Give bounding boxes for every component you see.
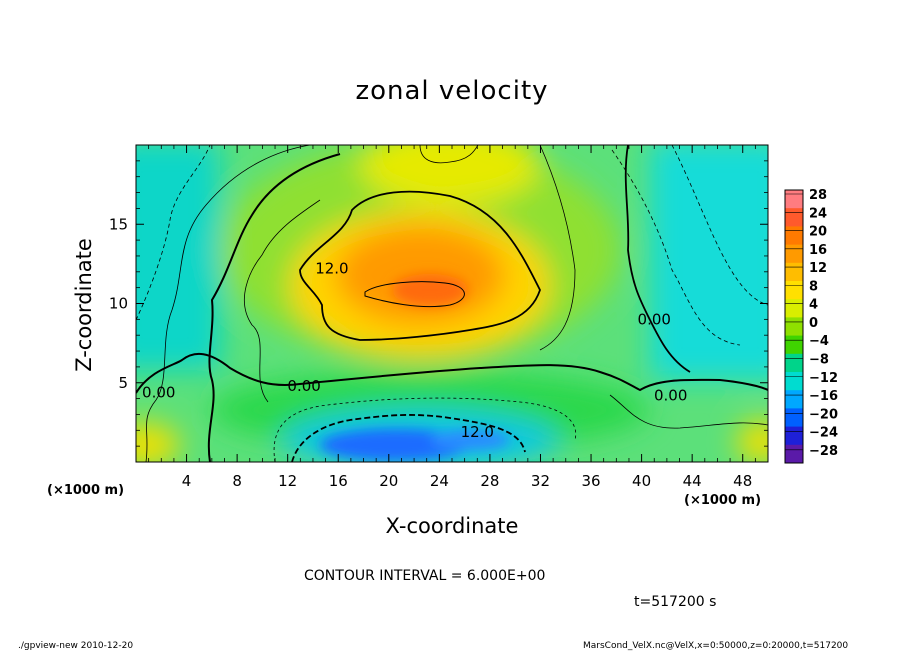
colorbar-label: −24: [809, 426, 838, 441]
contour-thin-top-right: [539, 145, 576, 351]
colorbar-label: 0: [809, 316, 818, 331]
colorbar-swatch: [785, 444, 803, 464]
colorbar-swatch: [785, 408, 803, 428]
contour-zero-right-vertical: [624, 145, 691, 373]
contour-label: 12.0: [461, 423, 494, 441]
contour-label: 0.00: [142, 383, 175, 401]
chart-title: zonal velocity: [355, 76, 549, 106]
y-axis: 5 10 15: [109, 160, 768, 447]
y-tick-label: 15: [109, 215, 128, 233]
contour-thin-inner: [243, 199, 321, 403]
colorbar-label: 20: [809, 225, 827, 240]
colorbar-swatch: [785, 190, 803, 209]
x-unit-label-right: (×1000 m): [684, 493, 762, 508]
contour-label: 0.00: [638, 310, 671, 328]
contour-12-upper: [299, 190, 541, 341]
x-tick-label: 36: [581, 472, 600, 490]
colorbar-label: 4: [809, 298, 818, 313]
colorbar-swatch: [785, 426, 803, 446]
x-tick-label: 8: [232, 472, 242, 490]
contour-interval-text: CONTOUR INTERVAL = 6.000E+00: [304, 568, 546, 584]
colorbar-label: −8: [809, 352, 829, 367]
x-tick-label: 48: [733, 472, 752, 490]
colorbar-swatch: [785, 390, 803, 409]
colorbar-swatch: [785, 208, 803, 227]
colorbar: 28 24 20 16 12 8 4 0 −4 −8 −12 −16 −20 −24 −28: [784, 188, 838, 464]
x-unit-label-left: (×1000 m): [47, 483, 125, 498]
velocity-field: 12.0 0.00 0.00 0.00 0.00 12.0: [136, 145, 768, 462]
x-tick-label: 4: [182, 472, 192, 490]
x-tick-label: 20: [379, 472, 398, 490]
contour-lines: [136, 145, 768, 462]
field-yellow-top: [360, 145, 540, 205]
contour-thin-left: [145, 145, 311, 462]
contour-label: 0.00: [654, 386, 687, 404]
colorbar-label: −20: [809, 407, 838, 422]
colorbar-swatch: [785, 353, 803, 373]
contour-low-right: [609, 394, 768, 429]
colorbar-swatch: [785, 262, 803, 282]
contour-thin-top: [419, 145, 479, 164]
y-tick-label: 10: [109, 295, 128, 313]
x-axis: 4 8 12 16 20 24 28 32 36 40 44 48: [148, 145, 756, 490]
contour-thin-right: [611, 149, 741, 346]
contour-dash-right: [671, 145, 768, 306]
colorbar-swatch: [785, 226, 803, 246]
colorbar-swatch: [785, 281, 803, 300]
colorbar-label: −28: [809, 444, 838, 459]
field-red-core: [392, 274, 468, 306]
colorbar-label: 8: [809, 279, 818, 294]
contour-core: [364, 281, 465, 308]
x-axis-label: X-coordinate: [385, 514, 519, 538]
footer-left: ./gpview-new 2010-12-20: [18, 641, 134, 651]
field-blue-core-2: [430, 430, 510, 450]
field-yellow-right-bottom: [737, 420, 768, 462]
y-tick-label: 5: [118, 374, 128, 392]
x-tick-label: 44: [683, 472, 702, 490]
footer-right: MarsCond_VelX.nc@VelX,x=0:50000,z=0:2000…: [583, 641, 849, 651]
colorbar-label: 28: [809, 188, 827, 203]
colorbar-label: 12: [809, 261, 827, 276]
contour-neg12: [291, 414, 526, 462]
contour-label: 12.0: [315, 260, 348, 278]
contour-dash-left: [136, 145, 211, 321]
colorbar-label: −4: [809, 334, 829, 349]
contour-labels: 12.0 0.00 0.00 0.00 0.00 12.0: [142, 260, 687, 441]
colorbar-label: −12: [809, 371, 838, 386]
colorbar-swatch: [785, 299, 803, 318]
contour-zero-bottom: [136, 352, 768, 394]
colorbar-label: −16: [809, 389, 838, 404]
colorbar-swatch: [785, 317, 803, 337]
x-tick-label: 16: [329, 472, 348, 490]
x-tick-label: 12: [278, 472, 297, 490]
colorbar-swatch: [785, 244, 803, 264]
x-tick-label: 40: [632, 472, 651, 490]
colorbar-frame: [784, 189, 804, 464]
field-yellow-left-bottom: [136, 423, 180, 462]
colorbar-label: 24: [809, 206, 827, 221]
time-text: t=517200 s: [634, 594, 717, 610]
field-cyan-right: [650, 145, 768, 380]
contour-thick-left: [207, 153, 341, 462]
colorbar-swatch: [785, 372, 803, 391]
field-cyan-left: [136, 145, 220, 370]
x-tick-label: 24: [430, 472, 449, 490]
colorbar-label: 16: [809, 243, 827, 258]
x-tick-label: 28: [480, 472, 499, 490]
colorbar-swatch: [785, 335, 803, 355]
x-tick-label: 32: [531, 472, 550, 490]
contour-label: 0.00: [287, 377, 320, 395]
y-axis-label: Z-coordinate: [72, 238, 96, 372]
